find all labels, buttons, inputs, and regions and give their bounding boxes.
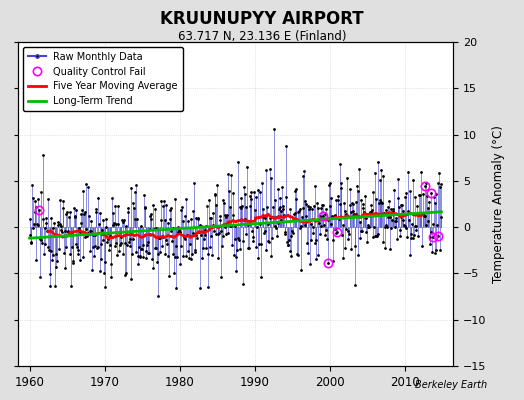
- Text: 63.717 N, 23.136 E (Finland): 63.717 N, 23.136 E (Finland): [178, 30, 346, 43]
- Text: Berkeley Earth: Berkeley Earth: [415, 380, 487, 390]
- Legend: Raw Monthly Data, Quality Control Fail, Five Year Moving Average, Long-Term Tren: Raw Monthly Data, Quality Control Fail, …: [23, 47, 183, 111]
- Y-axis label: Temperature Anomaly (°C): Temperature Anomaly (°C): [492, 125, 505, 283]
- Text: KRUUNUPYY AIRPORT: KRUUNUPYY AIRPORT: [160, 10, 364, 28]
